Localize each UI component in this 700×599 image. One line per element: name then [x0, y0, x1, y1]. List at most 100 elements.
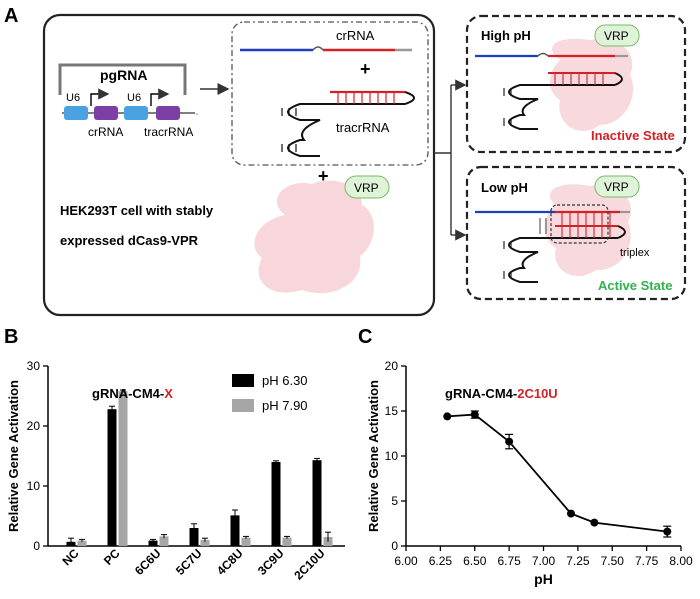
data-point	[505, 437, 514, 446]
active-state-label: Active State	[598, 278, 672, 293]
pgrna-construct: pgRNA U6 U6 crRNA tracrRNA	[58, 63, 198, 139]
x-tick-label: 7.75	[635, 554, 659, 568]
chart-title-suffix: X	[164, 386, 173, 401]
triplex-label: triplex	[620, 247, 650, 259]
bar	[77, 540, 87, 546]
data-point	[567, 509, 575, 518]
y-tick-label: 0	[391, 539, 398, 553]
y-axis-label: Relative Gene Activation	[6, 380, 21, 532]
chart-title-prefix: gRNA-CM4-	[92, 386, 164, 401]
x-tick-label: 6.75	[497, 554, 521, 568]
data-point	[443, 412, 452, 421]
x-tick-label: 6C6U	[132, 546, 164, 578]
transcription-arrow-2	[150, 88, 170, 106]
cell-box	[42, 13, 436, 317]
bar	[230, 515, 240, 546]
chart-title-suffix: 2C10U	[517, 386, 557, 401]
x-tick-label: 8.00	[669, 554, 693, 568]
bar	[148, 540, 158, 546]
high-ph-title: High pH	[481, 28, 531, 43]
panel-b-label: B	[4, 326, 18, 348]
cell-line-text-1: HEK293T cell with stably	[60, 203, 214, 218]
bar-chart: 0 10 20 30 Relative Gene Activation NC PC 6C6U 5…	[6, 359, 345, 583]
u6-promoter-2	[124, 106, 148, 120]
x-tick-label: 7.00	[532, 554, 556, 568]
high-ph-box	[465, 14, 687, 154]
y-tick-label: 20	[385, 359, 399, 373]
tracrrna-gene-label: tracrRNA	[144, 125, 193, 139]
bar	[159, 536, 169, 546]
low-ph-box	[465, 165, 687, 301]
panel-c-label: C	[358, 326, 372, 348]
legend-label: pH 6.30	[262, 373, 308, 388]
bar	[312, 460, 322, 546]
crrna-strand	[240, 46, 412, 52]
y-tick-label: 10	[385, 449, 399, 463]
high-ph-rna	[475, 52, 628, 130]
chart-title-prefix: gRNA-CM4-	[445, 386, 517, 401]
y-axis-label: Relative Gene Activation	[366, 380, 381, 532]
x-tick-label: 6.25	[429, 554, 453, 568]
vrp-label-1: VRP	[354, 181, 379, 195]
chart-title: gRNA-CM4-X	[92, 386, 173, 401]
transcription-arrow-1	[90, 88, 110, 106]
legend-label: pH 7.90	[262, 398, 308, 413]
plus-sign-2: +	[318, 166, 329, 186]
x-tick-label: 7.25	[566, 554, 590, 568]
data-point	[590, 518, 599, 527]
vrp-badge-2	[594, 24, 640, 47]
tracrrna-gene	[156, 106, 180, 120]
cell-line-text-2: expressed dCas9-VPR	[60, 233, 199, 248]
bar	[241, 537, 251, 546]
x-tick-label: 2C10U	[291, 546, 327, 582]
x-tick-label: NC	[59, 546, 81, 568]
vrp-label-3: VRP	[604, 180, 629, 194]
rna-box	[231, 21, 429, 166]
tracrrna-mid-label: tracrRNA	[336, 120, 390, 135]
u6-label-2: U6	[127, 92, 141, 104]
x-tick-label: 6.50	[463, 554, 487, 568]
dcas9-protein	[254, 180, 374, 294]
y-tick-label: 10	[27, 479, 41, 493]
inactive-state-label: Inactive State	[591, 128, 675, 143]
x-axis-label: pH	[534, 571, 553, 587]
bar	[200, 540, 210, 546]
x-tick-label: 6.00	[394, 554, 418, 568]
x-tick-label: 4C8U	[214, 546, 246, 578]
crrna-top-label: crRNA	[336, 28, 375, 43]
y-tick-label: 20	[27, 419, 41, 433]
low-ph-title: Low pH	[481, 180, 528, 195]
x-tick-label: 5C7U	[173, 546, 205, 578]
line-chart: 0 5 10 15 20 6.00 6.25 6.50 6.75 7.00 7.25 7.50 7.75…	[366, 359, 693, 587]
x-tick-label: PC	[101, 546, 123, 568]
plus-sign-1: +	[360, 59, 371, 79]
u6-promoter-1	[64, 106, 88, 120]
chart-title: gRNA-CM4-2C10U	[445, 386, 558, 401]
vrp-label-2: VRP	[604, 29, 629, 43]
y-tick-label: 30	[27, 359, 41, 373]
crrna-gene-label: crRNA	[88, 125, 123, 139]
legend-swatch	[232, 374, 254, 387]
x-tick-label: 3C9U	[255, 546, 287, 578]
data-point	[663, 527, 672, 536]
x-tick-label: 7.50	[601, 554, 625, 568]
tracrrna-structure	[281, 90, 415, 157]
y-tick-label: 5	[391, 494, 398, 508]
data-line	[447, 413, 668, 533]
bar	[282, 537, 292, 546]
u6-label-1: U6	[66, 92, 80, 104]
vrp-badge-1	[344, 175, 390, 199]
panel-a-label: A	[4, 5, 18, 27]
legend-swatch	[232, 399, 254, 412]
low-ph-rna	[475, 204, 630, 283]
bar	[189, 528, 199, 546]
bar	[107, 409, 117, 546]
bar	[118, 391, 128, 546]
vrp-badge-3	[594, 175, 640, 198]
crrna-gene	[94, 106, 118, 120]
data-point	[470, 410, 479, 419]
pgrna-title: pgRNA	[100, 67, 147, 83]
bar	[271, 462, 281, 546]
y-tick-label: 0	[33, 539, 40, 553]
